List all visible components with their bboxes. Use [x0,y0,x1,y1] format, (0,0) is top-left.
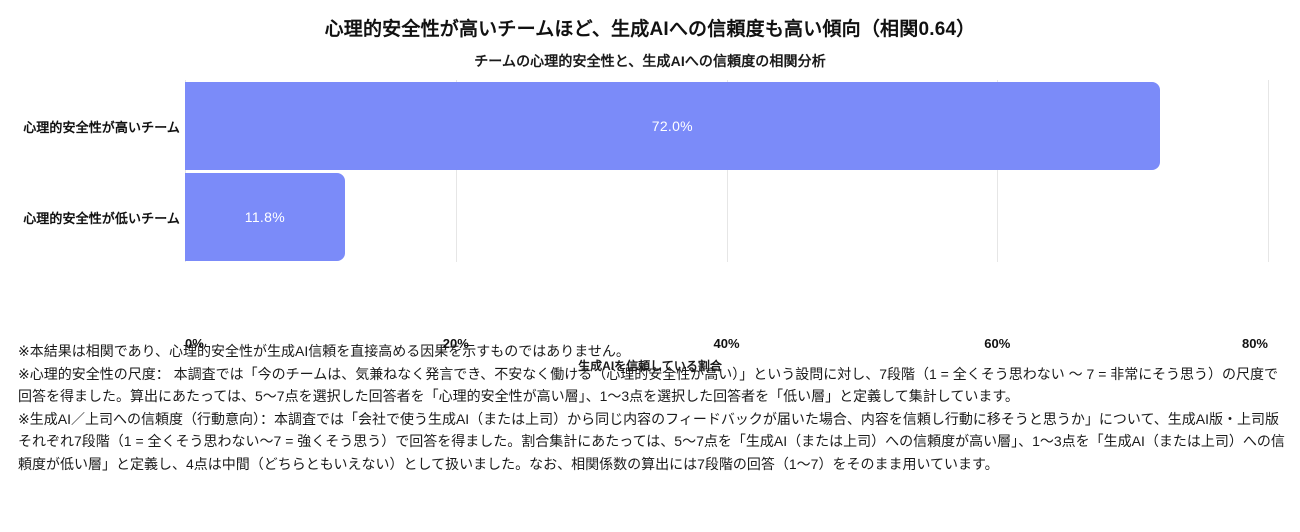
x-axis-title: 生成AIを信頼している割合 [578,359,722,373]
y-axis-category-label: 心理的安全性が低いチーム [23,210,180,226]
bar-row[interactable]: 72.0% [185,81,1268,170]
footnotes: ※本結果は相関であり、心理的安全性が生成AI信頼を直接高める因果を示すものではあ… [18,340,1288,476]
x-axis-tick-label: 60% [984,336,1011,351]
y-axis-category-label: 心理的安全性が高いチーム [23,119,180,135]
x-axis-tick-label: 80% [1241,336,1268,351]
chart-subtitle: チームの心理的安全性と、生成AIへの信頼度の相関分析 [474,52,826,69]
footnote-item: ※生成AI／上司への信頼度（行動意向）：本調査では「会社で使う生成AI（または上… [18,411,1285,472]
gridline [455,80,457,262]
bar[interactable]: 11.8% [185,172,345,261]
bar-value-label: 11.8% [244,208,285,225]
x-axis-tick-label: 20% [442,336,469,351]
chart-title: 心理的安全性が高いチームほど、生成AIへの信頼度も高い傾向（相関0.64） [324,19,976,40]
plot-area: 72.0% 11.8% [185,80,1269,262]
chart-header: 心理的安全性が高いチームほど、生成AIへの信頼度も高い傾向（相関0.64） チー… [0,18,1300,71]
footnote-item: ※本結果は相関であり、心理的安全性が生成AI信頼を直接高める因果を示すものではあ… [18,343,630,359]
x-axis-tick-label: 0% [185,336,204,351]
gridline [185,80,186,262]
bar-row[interactable]: 11.8% [185,172,1268,261]
gridline [1268,80,1269,262]
gridline [726,80,728,262]
footnote-item: ※心理的安全性の尺度： 本調査では「今のチームは、気兼ねなく発言でき、不安なく働… [18,366,1278,405]
bar[interactable]: 72.0% [185,81,1160,170]
bar-value-label: 72.0% [651,117,693,134]
gridline [997,80,999,262]
chart-plot-wrapper: 72.0% 11.8% 心理的安全性が高いチーム 心理的安全性が低いチーム 0% 20%… [0,72,1300,373]
x-axis-tick-label: 40% [713,336,740,351]
